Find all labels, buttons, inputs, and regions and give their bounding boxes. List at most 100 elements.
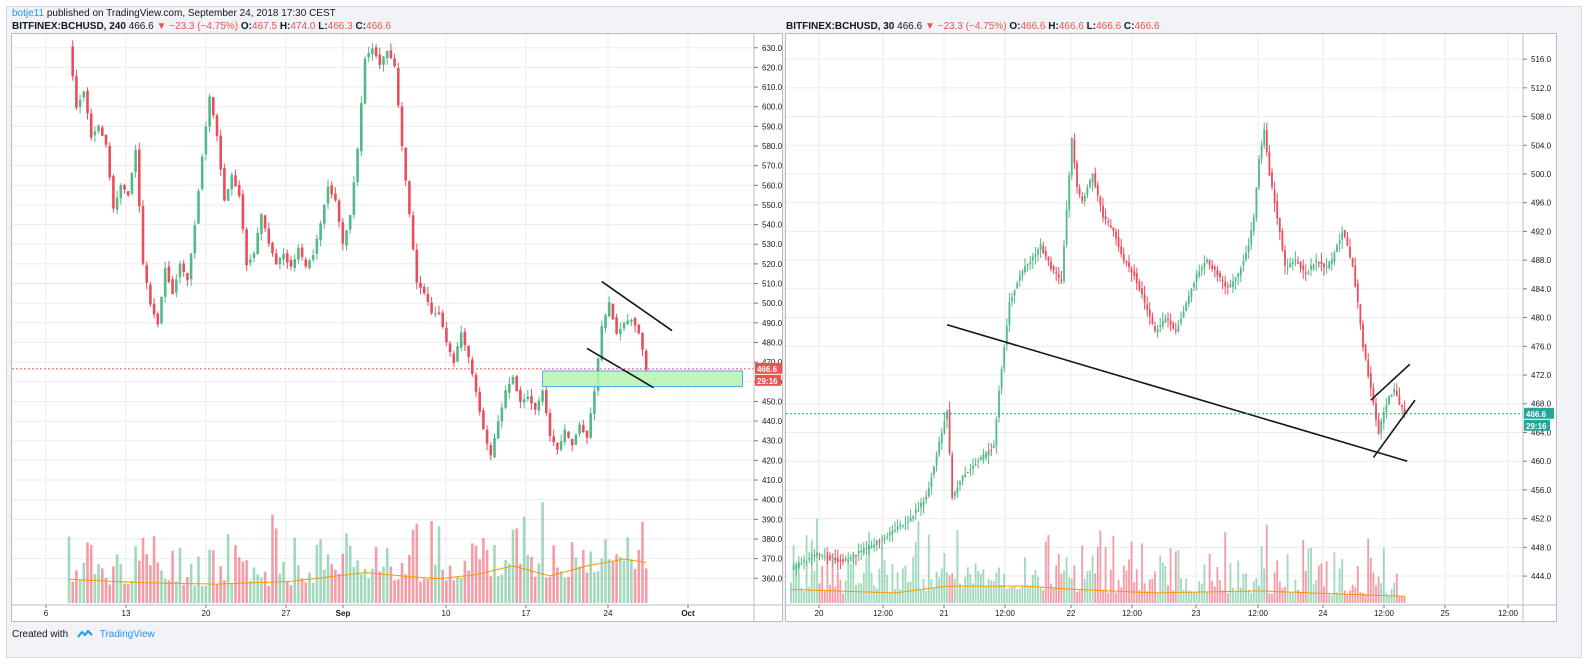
candle-body: [907, 521, 909, 523]
candle-body: [1307, 272, 1310, 275]
left-symbol-header: BITFINEX:BCHUSD, 240 466.6 ▼ −23.3 (−4.7…: [12, 21, 391, 32]
price-tick-label: 456.0: [1531, 486, 1552, 495]
volume-bar: [234, 545, 237, 603]
candle-body: [1304, 272, 1307, 274]
right-chart-panel[interactable]: 444.0 448.0 452.0 456.0 460.0 464.0 468.0 472.0…: [785, 33, 1557, 622]
candle-body: [1356, 283, 1359, 303]
right-chart-svg[interactable]: 444.0 448.0 452.0 456.0 460.0 464.0 468.0 472.0…: [786, 34, 1556, 621]
candle-body: [1037, 249, 1039, 255]
volume-bar: [304, 582, 308, 603]
volume-bar: [1307, 548, 1310, 603]
volume-bar: [912, 556, 915, 603]
volume-bar: [1403, 596, 1406, 603]
candle-body: [430, 302, 433, 314]
candle-body: [1317, 261, 1320, 264]
candle-body: [578, 424, 581, 434]
support-zone: [542, 370, 743, 388]
volume-bar: [1388, 595, 1390, 603]
candle-body: [1369, 373, 1372, 389]
volume-bar: [1154, 571, 1156, 603]
volume-bar: [1273, 572, 1276, 603]
volume-bar: [637, 549, 641, 603]
volume-bar: [241, 561, 245, 603]
candle-body: [1167, 319, 1169, 321]
candle-body: [167, 266, 171, 282]
volume-bar: [1398, 596, 1401, 603]
candle-body: [842, 559, 844, 562]
candle-body: [1000, 368, 1003, 389]
candle-body: [888, 532, 891, 536]
volume-bar: [1133, 582, 1136, 603]
volume-bar: [1037, 577, 1039, 603]
volume-bar: [907, 582, 909, 603]
candle-body: [626, 320, 629, 325]
candle-body: [1112, 227, 1115, 232]
volume-ma-line: [68, 558, 647, 585]
volume-bar: [644, 568, 648, 603]
left-symbol[interactable]: BITFINEX:BCHUSD, 240: [12, 21, 126, 32]
candle-body: [1068, 175, 1071, 210]
volume-bar: [1193, 591, 1195, 603]
volume-bar: [1213, 586, 1216, 603]
candle-body: [1180, 318, 1182, 323]
candle-body: [123, 185, 126, 190]
candle-body: [504, 390, 507, 408]
volume-bar: [1372, 572, 1375, 603]
candle-body: [1018, 275, 1021, 281]
volume-bar: [808, 586, 811, 603]
candle-body: [961, 475, 964, 482]
candle-body: [1349, 246, 1351, 257]
candle-body: [456, 346, 459, 362]
candle-body: [637, 324, 641, 334]
candle-body: [1141, 288, 1143, 295]
candle-body: [1388, 396, 1390, 405]
candle-body: [1091, 173, 1094, 183]
volume-bar: [1221, 590, 1224, 603]
right-close: 466.6: [1134, 21, 1160, 32]
candle-body: [112, 176, 115, 209]
candle-body: [1034, 254, 1037, 257]
volume-bar: [1328, 593, 1331, 603]
time-tick-label: 12:00: [1374, 609, 1395, 618]
volume-bar: [537, 563, 541, 603]
candle-body: [982, 454, 985, 461]
tradingview-brand-link[interactable]: TradingView: [99, 629, 155, 640]
candle-body: [1382, 411, 1385, 423]
volume-bar: [378, 571, 382, 603]
candle-body: [108, 146, 111, 178]
candle-body: [171, 279, 174, 295]
trendline: [601, 280, 673, 332]
countdown-tag-text: 29:16: [1526, 422, 1547, 431]
volume-bar: [589, 551, 592, 603]
volume-bar: [437, 526, 441, 603]
candle-body: [463, 331, 467, 346]
volume-bar: [289, 585, 293, 603]
candle-body: [493, 437, 496, 458]
candle-body: [1263, 129, 1266, 146]
volume-bar: [315, 544, 319, 603]
footer: Created with TradingView: [12, 629, 155, 640]
volume-bar: [933, 588, 935, 603]
author-link[interactable]: botje11: [12, 8, 45, 19]
candle-body: [500, 407, 504, 422]
candle-body: [1245, 252, 1247, 261]
volume-bar: [193, 585, 197, 603]
trendline: [1372, 399, 1416, 459]
candle-body: [200, 156, 204, 189]
volume-bar: [123, 583, 126, 603]
candle-body: [1148, 309, 1151, 317]
candle-body: [1133, 271, 1136, 276]
volume-bar: [818, 583, 821, 603]
candle-body: [1336, 245, 1338, 252]
volume-bar: [578, 566, 581, 603]
left-chart-panel[interactable]: 360.0 370.0 380.0 390.0 400.0 410.0 420.0 430.0…: [11, 33, 783, 622]
volume-bar: [953, 578, 956, 603]
candle-body: [933, 466, 935, 475]
candle-body: [326, 186, 330, 204]
right-change: ▼ −23.3 (−4.75%): [924, 21, 1007, 32]
volume-bar: [888, 591, 891, 603]
left-chart-svg[interactable]: 360.0 370.0 380.0 390.0 400.0 410.0 420.0 430.0…: [12, 34, 782, 621]
candle-body: [1193, 283, 1195, 288]
right-symbol[interactable]: BITFINEX:BCHUSD, 30: [786, 21, 895, 32]
volume-bar: [1086, 571, 1089, 603]
